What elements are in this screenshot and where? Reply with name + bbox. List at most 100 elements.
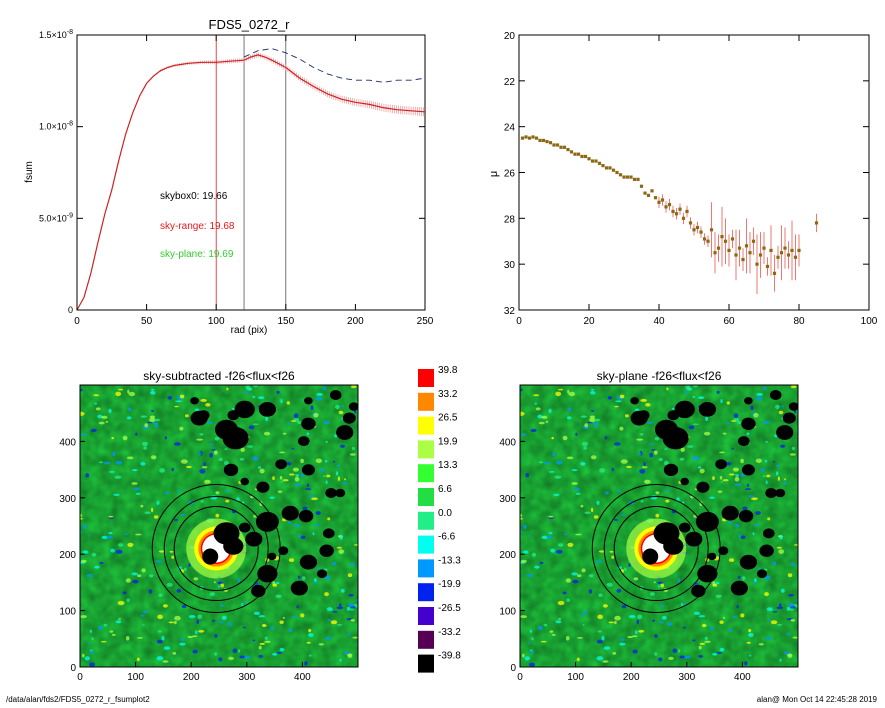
sky-subtracted-noise-speck (227, 622, 233, 627)
sky-subtracted-noise-speck (172, 652, 177, 655)
sky-plane-noise-speck (762, 475, 766, 478)
sky-subtracted-noise-speck (213, 581, 216, 584)
sky-plane-noise-speck (652, 619, 656, 622)
sky-plane-noise-speck (606, 582, 613, 587)
colorbar-label: 19.9 (438, 436, 458, 447)
sky-subtracted-noise-speck (80, 388, 83, 392)
sky-subtracted-noise-speck (206, 421, 214, 424)
sky-plane-noise-speck (592, 422, 599, 425)
sky-subtracted-noise-speck (295, 474, 299, 477)
sky-plane-noise-speck (727, 422, 730, 425)
colorbar-swatch (418, 392, 434, 411)
sky-plane-noise-speck (620, 513, 626, 516)
sky-subtracted-masked-source (257, 565, 278, 583)
sky-plane-noise-speck (619, 394, 625, 399)
fsum-reference-lines (215, 35, 287, 310)
mu-point (611, 168, 616, 172)
sky-plane-noise-speck (679, 655, 686, 659)
sky-subtracted-masked-source (240, 477, 249, 486)
sky-subtracted-masked-source (329, 390, 342, 400)
sky-plane-noise-speck (619, 426, 624, 431)
mu-point (776, 255, 780, 259)
sky-plane-noise-speck (649, 452, 654, 458)
sky-subtracted-noise-speck (248, 425, 255, 430)
x-tick-label: 300 (238, 672, 255, 683)
sky-subtracted-noise-speck (343, 651, 350, 655)
sky-subtracted-noise-speck (83, 524, 87, 530)
mu-point (524, 135, 528, 139)
sky-subtracted-noise-speck (239, 655, 246, 659)
sky-subtracted-noise-speck (156, 656, 164, 661)
mu-point (755, 262, 759, 266)
x-tick-label: 150 (277, 316, 294, 327)
sky-plane-noise-speck (575, 492, 581, 495)
colorbar-swatch (418, 511, 434, 530)
sky-plane-noise-speck (703, 431, 711, 436)
sky-plane-noise-speck (593, 515, 599, 519)
y-tick-label: 300 (59, 494, 76, 505)
sky-plane-masked-source (637, 410, 650, 421)
sky-plane-noise-speck (753, 412, 759, 418)
mu-point (744, 244, 749, 248)
sky-plane-noise-speck (776, 464, 780, 467)
sky-plane-noise-speck (568, 391, 576, 397)
sky-subtracted-noise-speck (315, 458, 322, 464)
sky-subtracted-noise-speck (168, 621, 175, 624)
mu-point (772, 271, 777, 275)
fsum-curve (76, 54, 426, 311)
mu-point (667, 202, 672, 207)
sky-plane-noise-speck (659, 604, 664, 607)
sky-subtracted-noise-speck (298, 533, 301, 538)
sky-subtracted-noise-speck (131, 469, 138, 472)
mu-point (646, 193, 651, 198)
sky-subtracted-noise-speck (312, 532, 315, 536)
sky-subtracted-noise-speck (308, 633, 314, 637)
sky-subtracted-noise-speck (297, 421, 302, 424)
sky-plane-noise-speck (754, 578, 757, 582)
sky-plane-noise-speck (538, 625, 543, 631)
sky-plane-noise-speck (522, 653, 525, 658)
y-tick-label: 200 (59, 550, 76, 561)
sky-plane-noise-speck (533, 394, 540, 397)
mu-point (520, 136, 525, 140)
sky-plane-aperture-circle (613, 506, 699, 592)
sky-plane-noise-speck (635, 630, 638, 635)
sky-subtracted-noise-speck (290, 420, 297, 422)
sky-subtracted-noise-speck (277, 490, 283, 493)
sky-plane-noise-speck (788, 602, 794, 608)
sky-subtracted-noise-speck (300, 473, 305, 477)
sky-subtracted-noise-speck (111, 633, 116, 636)
sky-subtracted-noise-speck (157, 630, 162, 633)
sky-plane-noise-speck (525, 473, 529, 478)
mu-point (566, 147, 570, 152)
sky-plane-noise-speck (755, 396, 763, 401)
sky-subtracted-noise-speck (279, 620, 284, 624)
mu-plot-frame (518, 34, 870, 311)
sky-plane-noise-speck (590, 388, 595, 391)
mu-point (590, 159, 595, 163)
sky-plane-noise-speck (520, 517, 523, 520)
fsum-title: FDS5_0272_r (209, 17, 291, 32)
sky-subtracted-noise-speck (346, 654, 352, 656)
sky-plane-noise-speck (699, 642, 705, 645)
sky-subtracted-noise-speck (183, 567, 187, 572)
sky-plane-noise-speck (543, 461, 551, 465)
sky-plane-noise-speck (580, 614, 585, 617)
sky-subtracted-noise-speck (350, 563, 355, 567)
sky-plane-noise-speck (596, 656, 604, 661)
sky-plane-noise-speck (779, 603, 782, 608)
sky-plane-noise-speck (763, 420, 770, 425)
colorbar-swatch (418, 464, 434, 483)
mu-point (786, 253, 791, 257)
sky-subtracted-noise-speck (335, 404, 340, 410)
sky-subtracted-noise-speck (132, 579, 139, 584)
sky-plane-noise-speck (538, 461, 544, 464)
sky-plane-noise-speck (627, 636, 633, 638)
sky-plane-noise-speck (719, 620, 724, 624)
sky-subtracted-noise-speck (103, 623, 108, 627)
sky-subtracted-noise-speck (252, 639, 256, 642)
sky-subtracted-masked-source (325, 488, 337, 498)
sky-subtracted-masked-source (317, 569, 327, 578)
sky-plane-title: sky-plane -f26<flux<f26 (597, 369, 722, 383)
sky-subtracted-noise-speck (156, 500, 160, 505)
